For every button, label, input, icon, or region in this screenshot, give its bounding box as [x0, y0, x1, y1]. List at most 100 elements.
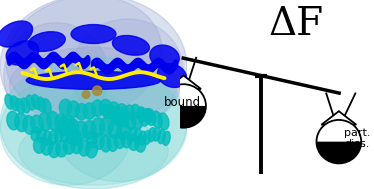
- Ellipse shape: [135, 136, 145, 152]
- Ellipse shape: [28, 54, 33, 64]
- Ellipse shape: [169, 64, 174, 73]
- Ellipse shape: [67, 54, 71, 64]
- Ellipse shape: [59, 58, 63, 68]
- Ellipse shape: [119, 60, 123, 69]
- Ellipse shape: [115, 58, 119, 67]
- Ellipse shape: [148, 128, 156, 142]
- Ellipse shape: [153, 60, 157, 69]
- Ellipse shape: [107, 65, 111, 74]
- Ellipse shape: [18, 57, 22, 66]
- Ellipse shape: [112, 60, 116, 69]
- Wedge shape: [316, 142, 361, 163]
- Ellipse shape: [7, 111, 19, 130]
- Ellipse shape: [67, 101, 80, 117]
- Ellipse shape: [71, 25, 116, 43]
- Ellipse shape: [168, 65, 172, 74]
- Ellipse shape: [63, 58, 67, 68]
- Ellipse shape: [94, 58, 98, 67]
- Ellipse shape: [160, 60, 164, 69]
- Ellipse shape: [82, 59, 86, 69]
- Ellipse shape: [142, 62, 146, 71]
- Polygon shape: [321, 111, 356, 125]
- Ellipse shape: [123, 64, 128, 73]
- Ellipse shape: [100, 117, 113, 136]
- Ellipse shape: [120, 108, 129, 122]
- Ellipse shape: [49, 130, 58, 145]
- Ellipse shape: [79, 140, 90, 156]
- Ellipse shape: [165, 65, 169, 74]
- Ellipse shape: [0, 57, 187, 189]
- Ellipse shape: [13, 52, 17, 62]
- Ellipse shape: [31, 115, 43, 134]
- Ellipse shape: [118, 110, 129, 127]
- Ellipse shape: [174, 60, 178, 69]
- Ellipse shape: [74, 53, 78, 63]
- Ellipse shape: [150, 63, 154, 72]
- Ellipse shape: [35, 54, 39, 64]
- Ellipse shape: [91, 118, 104, 136]
- Ellipse shape: [122, 63, 126, 72]
- Ellipse shape: [43, 59, 47, 68]
- Ellipse shape: [65, 119, 79, 137]
- Ellipse shape: [73, 53, 77, 62]
- Ellipse shape: [56, 56, 61, 66]
- Ellipse shape: [57, 117, 70, 136]
- Ellipse shape: [172, 61, 177, 70]
- Ellipse shape: [148, 64, 153, 73]
- Ellipse shape: [66, 56, 70, 66]
- Ellipse shape: [47, 55, 51, 65]
- Ellipse shape: [49, 141, 60, 158]
- Ellipse shape: [55, 128, 64, 142]
- Ellipse shape: [26, 57, 30, 67]
- Ellipse shape: [37, 129, 46, 143]
- Ellipse shape: [68, 53, 73, 63]
- Ellipse shape: [66, 129, 76, 144]
- Ellipse shape: [138, 59, 142, 68]
- Wedge shape: [161, 106, 206, 128]
- Ellipse shape: [135, 59, 139, 68]
- Ellipse shape: [156, 58, 160, 67]
- Ellipse shape: [146, 65, 150, 74]
- Ellipse shape: [51, 52, 55, 62]
- Ellipse shape: [31, 127, 40, 141]
- Ellipse shape: [171, 63, 175, 72]
- Ellipse shape: [161, 61, 165, 70]
- Ellipse shape: [71, 137, 82, 153]
- Ellipse shape: [125, 113, 135, 129]
- Ellipse shape: [97, 59, 101, 68]
- Text: bound: bound: [164, 96, 201, 109]
- Ellipse shape: [34, 137, 45, 153]
- Ellipse shape: [121, 62, 125, 71]
- Ellipse shape: [132, 61, 136, 70]
- Ellipse shape: [22, 59, 26, 69]
- Polygon shape: [166, 76, 201, 89]
- Ellipse shape: [63, 116, 76, 134]
- Ellipse shape: [15, 54, 19, 64]
- Ellipse shape: [55, 54, 59, 64]
- Ellipse shape: [9, 47, 178, 123]
- Ellipse shape: [46, 56, 50, 66]
- Ellipse shape: [47, 112, 59, 130]
- Ellipse shape: [25, 58, 29, 68]
- Ellipse shape: [98, 60, 102, 69]
- Ellipse shape: [86, 56, 90, 65]
- Ellipse shape: [83, 121, 96, 139]
- Ellipse shape: [56, 141, 67, 157]
- Ellipse shape: [65, 57, 69, 67]
- Ellipse shape: [45, 58, 49, 67]
- Ellipse shape: [75, 104, 88, 120]
- Ellipse shape: [70, 52, 74, 62]
- Ellipse shape: [37, 55, 41, 65]
- Ellipse shape: [91, 100, 104, 116]
- Circle shape: [161, 84, 206, 128]
- Ellipse shape: [153, 127, 161, 141]
- Ellipse shape: [19, 58, 24, 67]
- Ellipse shape: [125, 65, 129, 74]
- Ellipse shape: [108, 120, 122, 138]
- Ellipse shape: [86, 131, 97, 148]
- Ellipse shape: [42, 59, 46, 69]
- Ellipse shape: [131, 62, 135, 71]
- Circle shape: [93, 86, 102, 95]
- Circle shape: [316, 120, 361, 163]
- Ellipse shape: [151, 62, 156, 71]
